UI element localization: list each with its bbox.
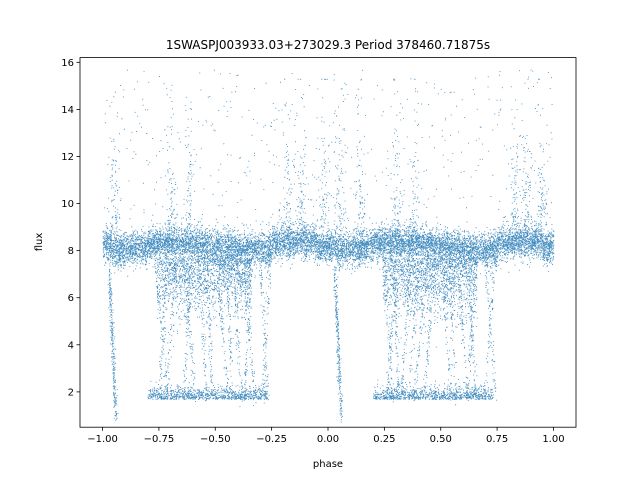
scatter-point-cloud	[102, 69, 555, 423]
chart-title: 1SWASPJ003933.03+273029.3 Period 378460.…	[166, 38, 490, 52]
x-axis-label: phase	[313, 459, 343, 470]
x-axis: −1.00 −0.75 −0.50 −0.25 0.00 0.25 0.50 0.75 1.00	[87, 427, 565, 445]
y-tick-label: 12	[61, 152, 74, 163]
x-tick-label: 0.75	[486, 434, 508, 445]
x-tick-label: −0.75	[144, 434, 175, 445]
y-tick-label: 16	[61, 58, 74, 69]
scatter-points	[102, 69, 555, 423]
y-tick-label: 6	[68, 293, 74, 304]
x-tick-label: 1.00	[542, 434, 564, 445]
x-tick-label: 0.25	[373, 434, 395, 445]
y-tick-label: 10	[61, 199, 74, 210]
x-tick-label: 0.00	[317, 434, 339, 445]
y-axis-label: flux	[34, 233, 45, 252]
y-tick-label: 8	[68, 246, 74, 257]
x-tick-label: −0.50	[200, 434, 231, 445]
x-tick-label: 0.50	[430, 434, 452, 445]
y-tick-label: 2	[68, 387, 74, 398]
x-tick-label: −1.00	[87, 434, 118, 445]
y-tick-label: 4	[68, 340, 74, 351]
y-axis: 2 4 6 8 10 12 14 16	[61, 58, 80, 398]
x-tick-label: −0.25	[256, 434, 287, 445]
y-tick-label: 14	[61, 105, 74, 116]
